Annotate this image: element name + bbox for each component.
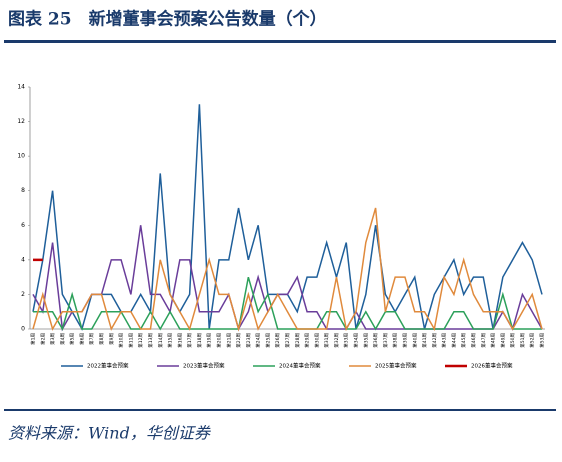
- x-tick-label: 第5周: [69, 333, 76, 345]
- x-tick-label: 第31周: [323, 333, 330, 348]
- x-tick-label: 第51周: [519, 333, 526, 348]
- y-tick-label: 8: [21, 187, 25, 194]
- x-tick-label: 第24周: [255, 333, 262, 348]
- x-tick-label: 第14周: [157, 333, 164, 348]
- x-tick-label: 第39周: [401, 333, 408, 348]
- x-tick-label: 第42周: [431, 333, 438, 348]
- x-tick-label: 第38周: [392, 333, 399, 348]
- x-tick-label: 第2周: [39, 333, 46, 345]
- x-tick-label: 第43周: [441, 333, 448, 348]
- x-tick-label: 第40周: [411, 333, 418, 348]
- source: 资料来源：Wind，华创证券: [8, 424, 212, 443]
- x-tick-label: 第16周: [176, 333, 183, 348]
- x-tick-label: 第32周: [333, 333, 340, 348]
- x-tick-label: 第47周: [480, 333, 487, 348]
- x-tick-label: 第34周: [353, 333, 360, 348]
- legend-label: 2025董事会预案: [375, 362, 417, 370]
- x-tick-label: 第20周: [215, 333, 222, 348]
- x-tick-label: 第9周: [108, 333, 115, 345]
- legend-label: 2023董事会预案: [183, 362, 225, 370]
- x-tick-label: 第33周: [343, 333, 350, 348]
- x-tick-label: 第25周: [264, 333, 271, 348]
- x-tick-label: 第52周: [529, 333, 536, 348]
- x-tick-label: 第36周: [372, 333, 379, 348]
- x-tick-label: 第1周: [30, 333, 37, 345]
- x-tick-label: 第17周: [186, 333, 193, 348]
- x-tick-label: 第53周: [539, 333, 546, 348]
- series-line: [32, 104, 543, 331]
- x-tick-label: 第18周: [196, 333, 203, 348]
- x-tick-label: 第11周: [127, 333, 134, 348]
- y-tick-label: 14: [17, 84, 25, 91]
- x-tick-label: 第7周: [88, 333, 95, 345]
- x-tick-label: 第26周: [274, 333, 281, 348]
- x-tick-label: 第19周: [206, 333, 213, 348]
- x-tick-label: 第10周: [118, 333, 125, 348]
- x-tick-label: 第6周: [78, 333, 85, 345]
- x-tick-label: 第22周: [235, 333, 242, 348]
- x-tick-label: 第13周: [147, 333, 154, 348]
- y-tick-label: 4: [21, 256, 25, 263]
- footer-rule: [4, 409, 556, 411]
- series-line: [32, 207, 543, 332]
- y-tick-label: 6: [21, 222, 25, 229]
- x-tick-label: 第8周: [98, 333, 105, 345]
- legend-label: 2022董事会预案: [87, 362, 129, 370]
- x-tick-label: 第41周: [421, 333, 428, 348]
- x-tick-label: 第28周: [294, 333, 301, 348]
- y-tick-label: 2: [21, 291, 25, 298]
- y-tick-label: 12: [17, 118, 25, 125]
- legend-label: 2024董事会预案: [279, 362, 321, 370]
- x-tick-label: 第30周: [313, 333, 320, 348]
- x-tick-label: 第4周: [59, 333, 66, 345]
- x-tick-label: 第37周: [382, 333, 389, 348]
- x-tick-label: 第29周: [304, 333, 311, 348]
- x-tick-label: 第35周: [362, 333, 369, 348]
- y-tick-label: 10: [17, 153, 25, 160]
- series-line: [32, 225, 543, 332]
- x-tick-label: 第27周: [284, 333, 291, 348]
- x-tick-label: 第50周: [509, 333, 516, 348]
- x-tick-label: 第23周: [245, 333, 252, 348]
- y-tick-label: 0: [21, 326, 25, 333]
- x-tick-label: 第44周: [450, 333, 457, 348]
- x-tick-label: 第49周: [499, 333, 506, 348]
- x-tick-label: 第15周: [167, 333, 174, 348]
- x-tick-label: 第45周: [460, 333, 467, 348]
- series-line: [33, 276, 542, 331]
- x-tick-label: 第3周: [49, 333, 56, 345]
- x-tick-label: 第48周: [490, 333, 497, 348]
- x-tick-label: 第12周: [137, 333, 144, 348]
- chart-title: 图表 25 新增董事会预案公告数量（个）: [8, 9, 327, 30]
- x-tick-label: 第46周: [470, 333, 477, 348]
- header-rule: [4, 40, 556, 43]
- legend-label: 2026董事会预案: [471, 362, 513, 370]
- x-tick-label: 第21周: [225, 333, 232, 348]
